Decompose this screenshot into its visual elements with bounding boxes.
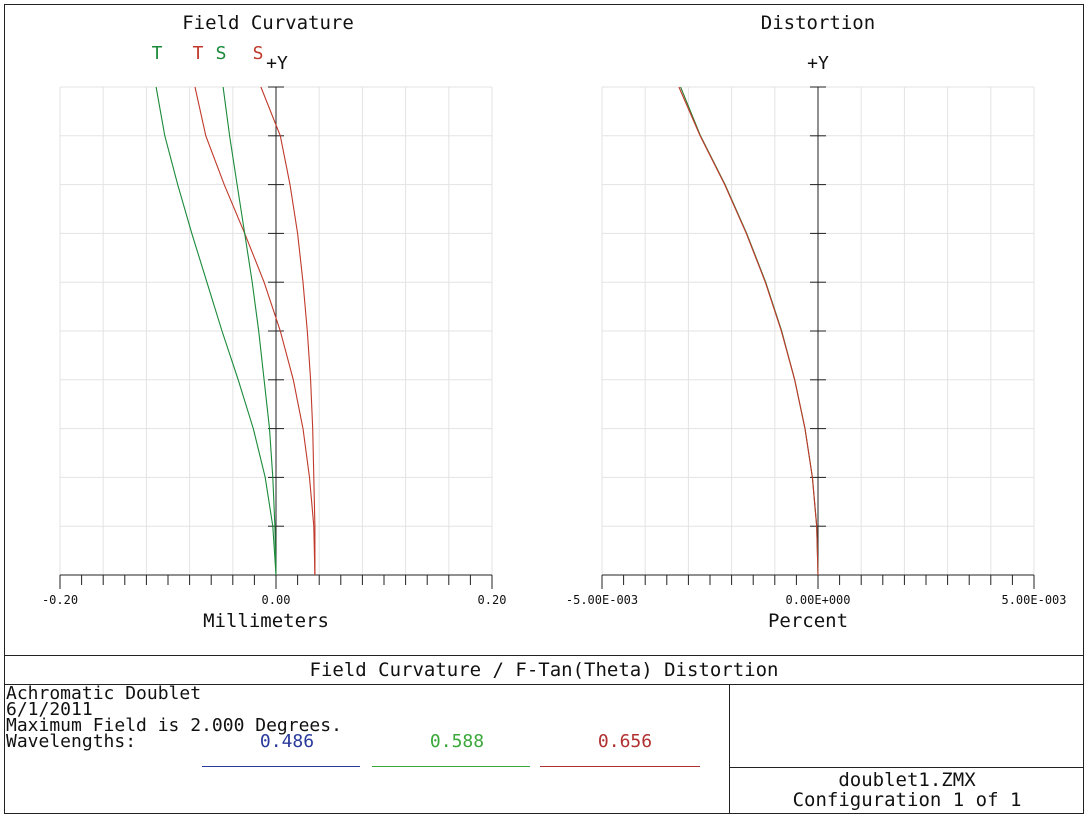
dist-xlabel: Percent: [768, 610, 848, 632]
fc-series-2: [194, 86, 316, 576]
fc-series-3: [222, 86, 277, 576]
field-curvature-title: Field Curvature: [182, 12, 354, 34]
distortion-y-label: +Y: [807, 53, 829, 74]
fc-series-4: [260, 86, 316, 575]
fc-tick-center: 0.00: [262, 593, 291, 607]
file-panel: doublet1.ZMX Configuration 1 of 1: [729, 685, 1084, 814]
field-curvature-y-label: +Y: [266, 53, 288, 74]
info-wavelengths: Wavelengths: 0.486 0.588 0.656: [6, 731, 726, 752]
wavelengths-label: Wavelengths:: [6, 731, 137, 752]
wavelength-line-1: [202, 766, 360, 767]
fc-tick-left: -0.20: [42, 593, 78, 607]
plot-frame: [4, 4, 1084, 814]
legend-s-green: S: [216, 43, 227, 64]
dist-tick-right: 5.00E-003: [1001, 593, 1066, 607]
footer-title: Field Curvature / F-Tan(Theta) Distortio…: [4, 655, 1084, 685]
wavelength-line-2: [372, 766, 530, 767]
legend-t-green: T: [152, 43, 163, 64]
field-curvature-plot: [59, 86, 493, 589]
fc-series-1: [155, 86, 277, 576]
dist-tick-center: 0.00E+000: [785, 593, 850, 607]
info-date: 6/1/2011: [6, 699, 93, 720]
configuration-label: Configuration 1 of 1: [792, 789, 1022, 811]
dist-tick-left: -5.00E-003: [566, 593, 638, 607]
wavelength-line-3: [540, 766, 700, 767]
distortion-title: Distortion: [761, 12, 875, 34]
file-name: doublet1.ZMX: [838, 769, 976, 791]
wavelength-1: 0.486: [259, 731, 315, 752]
field-curvature-legend: T T S S: [152, 43, 264, 64]
distortion-plot: [601, 86, 1035, 589]
info-max-field: Maximum Field is 2.000 Degrees.: [6, 715, 342, 736]
legend-t-red: T: [193, 43, 204, 64]
dist-series-2: [678, 86, 819, 576]
wavelength-3: 0.656: [597, 731, 653, 752]
chart-area: Field Curvature T T S S +Y Distortion +Y…: [42, 12, 1067, 632]
info-lens-name: Achromatic Doublet: [6, 683, 202, 704]
legend-s-red: S: [253, 43, 264, 64]
info-panel: Achromatic Doublet 6/1/2011 Maximum Fiel…: [6, 683, 726, 812]
fc-xlabel: Millimeters: [203, 610, 329, 632]
fc-tick-right: 0.20: [478, 593, 507, 607]
wavelength-2: 0.588: [429, 731, 485, 752]
file-box: doublet1.ZMX Configuration 1 of 1: [730, 767, 1084, 814]
